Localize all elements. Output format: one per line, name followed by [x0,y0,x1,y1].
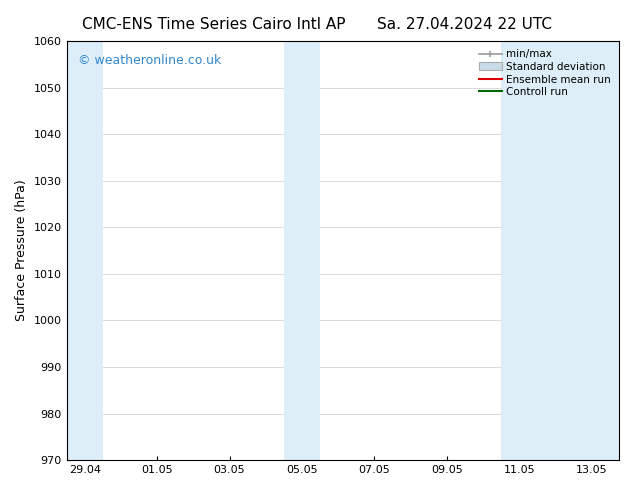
Y-axis label: Surface Pressure (hPa): Surface Pressure (hPa) [15,180,28,321]
Bar [501,41,619,460]
Bar [67,41,103,460]
Text: Sa. 27.04.2024 22 UTC: Sa. 27.04.2024 22 UTC [377,17,552,32]
Text: © weatheronline.co.uk: © weatheronline.co.uk [77,53,221,67]
Legend: min/max, Standard deviation, Ensemble mean run, Controll run: min/max, Standard deviation, Ensemble me… [476,46,614,100]
Bar [284,41,320,460]
Text: CMC-ENS Time Series Cairo Intl AP: CMC-ENS Time Series Cairo Intl AP [82,17,346,32]
